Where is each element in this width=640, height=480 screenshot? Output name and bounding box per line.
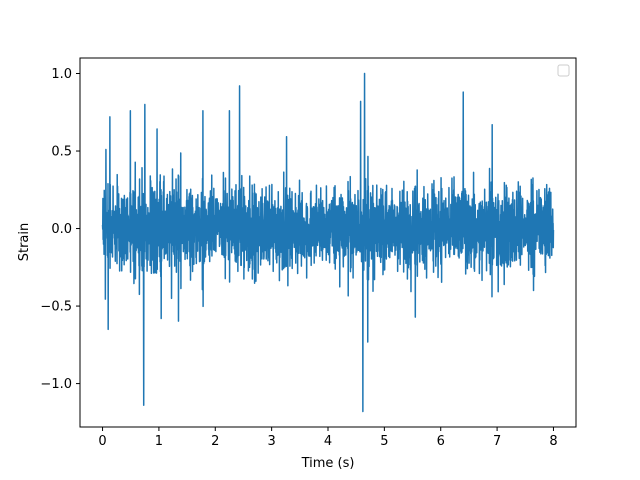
y-tick-label: −1.0 <box>40 377 72 392</box>
y-axis: −1.0 −0.5 0.0 0.5 1.0 <box>40 67 80 392</box>
x-axis-label: Time (s) <box>301 456 355 471</box>
plot-area <box>101 72 555 413</box>
y-axis-label: Strain <box>17 223 32 262</box>
x-tick-label: 8 <box>549 434 557 449</box>
x-tick-label: 7 <box>493 434 501 449</box>
x-tick-label: 6 <box>437 434 445 449</box>
x-tick-label: 3 <box>267 434 275 449</box>
x-tick-label: 5 <box>380 434 388 449</box>
x-axis: 0 1 2 3 4 5 6 7 8 <box>98 427 558 449</box>
y-tick-label: 0.0 <box>51 222 72 237</box>
y-tick-label: 0.5 <box>51 145 72 160</box>
x-tick-label: 2 <box>211 434 219 449</box>
x-tick-label: 4 <box>324 434 332 449</box>
strain-series-line <box>101 72 555 413</box>
legend-box <box>557 64 570 77</box>
plot-frame <box>79 57 577 428</box>
x-tick-label: 1 <box>155 434 163 449</box>
x-tick-label: 0 <box>98 434 106 449</box>
y-tick-label: 1.0 <box>51 67 72 82</box>
y-tick-label: −0.5 <box>40 300 72 315</box>
